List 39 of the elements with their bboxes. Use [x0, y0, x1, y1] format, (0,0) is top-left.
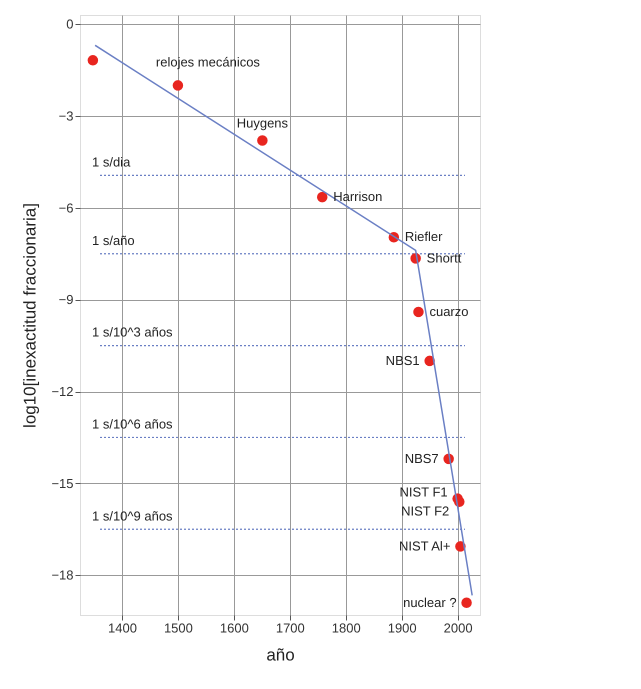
y-tick-label: −9 [58, 292, 74, 308]
x-tick-label: 2000 [444, 620, 473, 636]
annotation: NBS7 [404, 450, 439, 466]
y-tick-label: −6 [58, 200, 74, 216]
x-tick-label: 1500 [164, 620, 193, 636]
point [316, 192, 328, 202]
annotation: Riefler [404, 229, 444, 244]
x-axis-title: año [266, 646, 295, 664]
annotation: cuarzo [429, 304, 468, 319]
y-tick-label: −18 [51, 568, 74, 583]
annotation: NIST F2 [401, 504, 450, 519]
ref-line-label: 1 s/dia [92, 154, 132, 170]
x-tick-label: 1600 [220, 620, 249, 636]
ref-line-label: 1 s/año [92, 232, 135, 248]
annotation: NBS1 [386, 352, 420, 368]
y-tick-label: −3 [58, 108, 74, 124]
annotation: relojes mecánicos [156, 54, 260, 70]
point [413, 306, 424, 318]
annotation: Harrison [333, 189, 382, 204]
y-tick-label: 0 [66, 16, 74, 32]
y-tick-label: −15 [51, 476, 74, 491]
x-tick-label: 1700 [276, 620, 305, 636]
ref-line-label: 1 s/10^9 años [92, 508, 174, 524]
point [461, 598, 472, 608]
point [257, 135, 268, 146]
point [172, 80, 184, 91]
annotation: NIST F1 [399, 484, 448, 500]
ref-line-label: 1 s/10^3 años [92, 324, 174, 340]
ref-line-label: 1 s/10^6 años [92, 416, 174, 432]
x-tick-label: 1900 [388, 620, 417, 636]
y-tick-label: −12 [51, 384, 74, 400]
x-tick-label: 1800 [332, 620, 361, 636]
x-tick-label: 1400 [108, 620, 137, 636]
y-axis-title: log10[inexactitud fraccionaria] [20, 203, 40, 428]
point [88, 55, 98, 66]
annotation: nuclear ? [403, 594, 457, 610]
annotation: NIST Al+ [398, 538, 450, 554]
annotation: Shortt [426, 250, 462, 266]
annotation: Huygens [236, 116, 289, 131]
